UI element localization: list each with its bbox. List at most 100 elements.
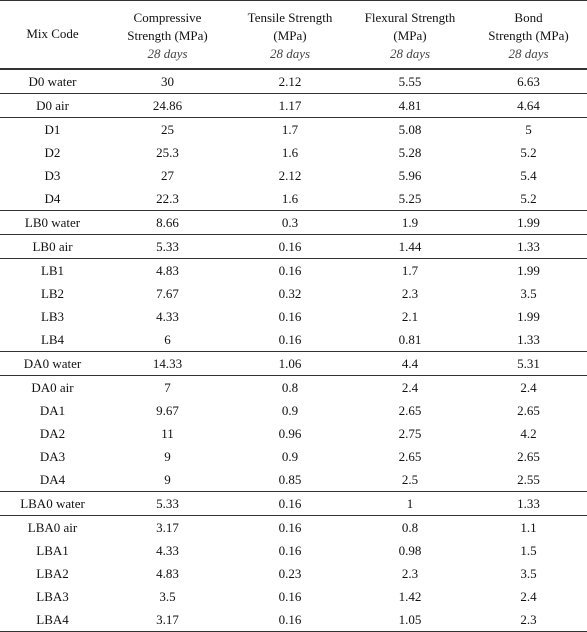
value-cell: 0.96 — [278, 425, 302, 441]
value-cell: 8.66 — [156, 214, 179, 230]
value-cell: 6.63 — [517, 73, 540, 89]
mix-code: DA4 — [39, 471, 66, 487]
value-cell: 2.3 — [401, 285, 419, 301]
data-row: D3 27 2.12 5.96 5.4 — [0, 164, 587, 187]
value-cell: 2.65 — [398, 448, 422, 464]
value-cell: 4.83 — [156, 262, 179, 278]
row-group: DA0 water 14.33 1.06 4.4 5.31 — [0, 351, 587, 375]
value-cell: 0.16 — [278, 238, 302, 254]
value-cell: 4.81 — [398, 97, 422, 113]
value-cell: 1.17 — [278, 97, 302, 113]
value-cell: 1.99 — [517, 214, 540, 230]
data-row: LBA4 3.17 0.16 1.05 2.3 — [0, 608, 587, 632]
value-cell: 0.3 — [281, 214, 299, 230]
data-row: D0 water 30 2.12 5.55 6.63 — [0, 69, 587, 94]
table-header: Mix Code Compressive Strength (MPa) 28 day… — [0, 1, 587, 69]
value-cell: 2.4 — [401, 379, 419, 395]
data-row: LBA3 3.5 0.16 1.42 2.4 — [0, 585, 587, 608]
header-line: Flexural Strength — [364, 10, 456, 25]
header-sub: 28 days — [389, 46, 431, 61]
value-cell: 5.96 — [398, 167, 422, 183]
header-sub: 28 days — [508, 46, 549, 61]
value-cell: 27 — [161, 167, 174, 183]
data-row: D2 25.3 1.6 5.28 5.2 — [0, 141, 587, 164]
value-cell: 22.3 — [156, 190, 179, 206]
value-cell: 25.3 — [156, 144, 179, 160]
header-line: Strength (MPa) — [127, 28, 208, 43]
value-cell: 3.5 — [520, 285, 537, 301]
data-row: DA3 9 0.9 2.65 2.65 — [0, 445, 587, 468]
value-cell: 2.65 — [517, 402, 540, 418]
value-cell: 1.33 — [517, 495, 540, 511]
value-cell: 14.33 — [152, 355, 183, 371]
mix-code: D3 — [44, 167, 61, 183]
data-row: LB4 6 0.16 0.81 1.33 — [0, 328, 587, 352]
value-cell: 2.75 — [398, 425, 422, 441]
data-row: LB3 4.33 0.16 2.1 1.99 — [0, 305, 587, 328]
mix-code: D4 — [44, 190, 61, 206]
header-sub: 28 days — [269, 46, 311, 61]
value-cell: 2.3 — [520, 611, 537, 627]
row-group: DA0 air 7 0.8 2.4 2.4 DA1 9.67 0.9 2.65 2.65 DA2 11… — [0, 375, 587, 491]
mix-code: LBA2 — [36, 565, 69, 581]
value-cell: 6 — [164, 331, 171, 347]
data-row: LBA0 water 5.33 0.16 1 1.33 — [0, 491, 587, 515]
value-cell: 0.85 — [278, 471, 302, 487]
value-cell: 5.4 — [520, 167, 537, 183]
value-cell: 1.44 — [398, 238, 422, 254]
value-cell: 2.12 — [278, 73, 302, 89]
value-cell: 4.64 — [517, 97, 540, 113]
column-header: Tensile Strength (MPa) 28 days — [230, 1, 350, 69]
value-cell: 0.98 — [398, 542, 422, 558]
mix-code: LB2 — [40, 285, 65, 301]
value-cell: 3.5 — [520, 565, 537, 581]
data-row: LBA1 4.33 0.16 0.98 1.5 — [0, 539, 587, 562]
value-cell: 0.16 — [278, 611, 302, 627]
value-cell: 25 — [161, 121, 174, 137]
value-cell: 0.16 — [278, 588, 302, 604]
data-row: D1 25 1.7 5.08 5 — [0, 117, 587, 141]
data-row: LB2 7.67 0.32 2.3 3.5 — [0, 282, 587, 305]
value-cell: 1.7 — [281, 121, 299, 137]
value-cell: 1.33 — [517, 238, 540, 254]
value-cell: 1.99 — [517, 262, 540, 278]
value-cell: 1 — [406, 495, 414, 511]
value-cell: 0.16 — [278, 262, 302, 278]
header-line: Bond — [514, 10, 543, 25]
row-group: D0 water 30 2.12 5.55 6.63 — [0, 68, 587, 94]
header-line: (MPa) — [273, 28, 307, 43]
value-cell: 2.5 — [401, 471, 419, 487]
mix-code: LBA1 — [36, 542, 69, 558]
value-cell: 5.33 — [156, 238, 179, 254]
mix-code: DA1 — [39, 402, 66, 418]
data-row: DA1 9.67 0.9 2.65 2.65 — [0, 399, 587, 422]
mix-code-header: Mix Code — [26, 26, 79, 42]
mix-code: LB1 — [40, 262, 65, 278]
mix-code: LBA0 water — [20, 495, 85, 511]
row-group: LB0 water 8.66 0.3 1.9 1.99 — [0, 210, 587, 234]
header-line: Compressive — [133, 10, 202, 25]
data-row: LB1 4.83 0.16 1.7 1.99 — [0, 258, 587, 282]
mix-code: DA0 water — [23, 355, 82, 371]
value-cell: 5.2 — [520, 190, 537, 206]
value-cell: 0.16 — [278, 308, 302, 324]
value-cell: 4.4 — [401, 355, 419, 371]
value-cell: 0.81 — [398, 331, 422, 347]
value-cell: 4.2 — [520, 425, 537, 441]
mix-code: LBA4 — [36, 611, 69, 627]
column-header: Compressive Strength (MPa) 28 days — [105, 1, 230, 69]
mix-code: LBA3 — [36, 588, 69, 604]
value-cell: 9 — [164, 448, 171, 464]
column-header: Bond Strength (MPa) 28 days — [470, 1, 587, 69]
value-cell: 5.28 — [398, 144, 422, 160]
value-cell: 7 — [164, 379, 171, 395]
mix-code: D0 air — [36, 97, 69, 113]
value-cell: 3.17 — [156, 611, 179, 627]
value-cell: 5.33 — [156, 495, 179, 511]
value-cell: 4.83 — [156, 565, 179, 581]
header-sub: 28 days — [147, 46, 188, 61]
data-row: LBA0 air 3.17 0.16 0.8 1.1 — [0, 515, 587, 539]
value-cell: 5.31 — [517, 355, 540, 371]
row-group: D0 air 24.86 1.17 4.81 4.64 — [0, 93, 587, 117]
